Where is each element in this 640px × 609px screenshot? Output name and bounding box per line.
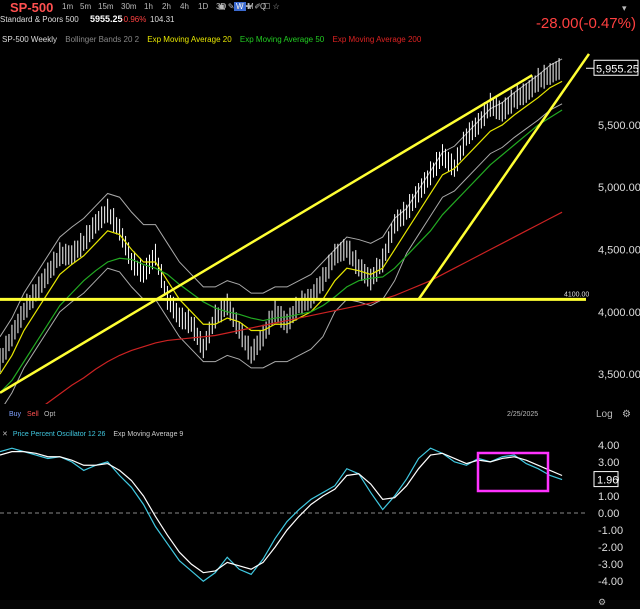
current-price-label: 5,955.25 [596,63,639,75]
timeframe-W[interactable]: W [234,2,246,11]
signal-label[interactable]: Exp Moving Average 9 [113,431,184,438]
osc-y-tick-label: -4.00 [598,576,623,588]
bollinger-upper [0,58,563,337]
current-price-box [593,59,639,76]
oscillator-chart[interactable]: 4.003.002.001.000.00-1.00-2.00-3.00-4.00… [0,438,640,598]
signal-line [0,451,563,574]
trend-line-upper [417,53,591,301]
timeframe-Q[interactable]: Q [260,2,267,11]
support-label: 4100.00 [564,291,589,298]
trend-line-lower [0,74,533,394]
osc-y-tick-label: 1.00 [598,491,619,503]
osc-value-label: 1.96 [597,475,618,487]
timeframe-M[interactable]: M [247,2,254,11]
ema20-label[interactable]: Exp Moving Average 20 [147,35,232,44]
y-tick-label: 4,000.00 [598,307,640,319]
menu-icon[interactable]: ▾ [622,3,627,13]
price-chart[interactable]: 5,500.00 5,000.00 4,500.00 4,000.00 3,500.00… [0,44,640,404]
ema20-line [0,80,563,375]
sell-button[interactable]: Sell [27,411,39,418]
timeframe-15m[interactable]: 15m [98,2,114,11]
timeframe-1m[interactable]: 1m [62,2,74,11]
opt-button[interactable]: Opt [44,411,56,418]
symbol-label[interactable]: SP-500 [10,0,54,15]
bollinger-lower [4,103,563,404]
timeframe-1h[interactable]: 1h [144,2,153,11]
highlight-box [476,451,550,493]
net-change: -28.00(-0.47%) [535,15,636,32]
ema200-line [45,211,563,404]
timeframe-2h[interactable]: 2h [162,2,171,11]
bottom-strip [0,600,640,609]
toolbar-icons[interactable]: ▣ ✎ ⤢ ✚ ✐ ☐ ☆ [218,2,280,11]
bb-label[interactable]: Bollinger Bands 20 2 [65,35,140,44]
y-tick-label: 4,500.00 [598,245,640,257]
instrument-name: Standard & Poors 500 [0,15,79,24]
indicator-legend: SP-500 Weekly Bollinger Bands 20 2 Exp M… [2,35,421,44]
timeframe-30m[interactable]: 30m [121,2,137,11]
osc-y-tick-label: 4.00 [598,440,619,452]
gear-icon-lower[interactable]: ⚙ [598,597,607,607]
osc-value-box [593,471,619,488]
y-tick-label: 3,500.00 [598,369,640,381]
ppo-label[interactable]: Price Percent Oscillator 12 26 [12,431,106,438]
ppo-line [0,447,563,582]
osc-y-tick-label: -2.00 [598,542,623,554]
chart-name: SP-500 Weekly [2,35,57,44]
last-price: 5955.25 [90,14,123,24]
ema200-label[interactable]: Exp Moving Average 200 [332,35,422,44]
osc-y-tick-label: -3.00 [598,559,623,571]
timeframe-5m[interactable]: 5m [80,2,92,11]
y-tick-label: 5,500.00 [598,120,640,132]
buy-button[interactable]: Buy [9,411,22,418]
timeframe-1D[interactable]: 1D [198,2,209,11]
oscillator-legend: ✕ Price Percent Oscillator 12 26 Exp Mov… [2,431,184,438]
ema50-line [0,109,563,394]
y-tick-label: 5,000.00 [598,182,640,194]
volume-value: 104.31 [150,15,175,24]
date-label: 2/25/2025 [507,411,539,418]
osc-y-tick-label: -1.00 [598,525,623,537]
ema50-label[interactable]: Exp Moving Average 50 [239,35,325,44]
gear-icon[interactable]: ⚙ [622,409,631,420]
pct-change: -0.96% [121,15,147,24]
osc-y-tick-label: 0.00 [598,508,619,520]
log-toggle[interactable]: Log [596,409,613,420]
osc-y-tick-label: 3.00 [598,457,619,469]
timeframe-3D[interactable]: 3D [216,2,227,11]
timeframe-4h[interactable]: 4h [180,2,189,11]
